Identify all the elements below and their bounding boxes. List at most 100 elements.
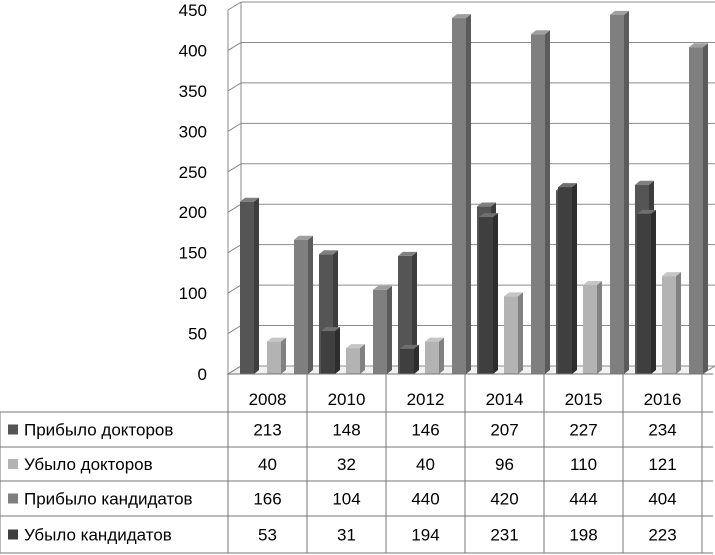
gridline-side <box>227 325 242 334</box>
legend-key <box>8 424 18 435</box>
bar <box>479 217 493 374</box>
bar-top <box>398 251 417 256</box>
bar-top <box>400 344 419 349</box>
data-label: 40 <box>416 455 435 474</box>
bar <box>267 341 281 374</box>
data-label: 234 <box>648 421 676 440</box>
bar-top <box>425 337 444 342</box>
legend-key <box>8 493 18 504</box>
gridline-side <box>227 244 242 254</box>
y-tick-label: 250 <box>179 163 207 182</box>
data-label: 198 <box>569 526 597 545</box>
bar <box>294 239 308 374</box>
y-axis: 0 50 100 150 200 250 300 350 400 450 <box>179 1 207 384</box>
data-label: 194 <box>411 526 439 545</box>
bar <box>531 34 545 375</box>
gridline-side <box>227 163 242 173</box>
data-label: 420 <box>490 490 518 509</box>
bar <box>398 255 412 374</box>
y-tick-label: 400 <box>179 41 207 60</box>
bar-top <box>558 183 577 188</box>
bar-side <box>572 183 577 374</box>
y-tick-label: 0 <box>198 365 207 384</box>
x-category-label: 2012 <box>407 390 445 409</box>
bar-top <box>319 250 338 255</box>
bar-side <box>414 344 419 374</box>
data-label: 440 <box>411 490 439 509</box>
data-label: 213 <box>253 421 281 440</box>
bar <box>373 289 387 374</box>
data-label: 227 <box>569 421 597 440</box>
data-label: 223 <box>648 526 676 545</box>
gridline-side <box>227 284 242 294</box>
data-label: 166 <box>253 490 281 509</box>
data-label: 121 <box>648 455 676 474</box>
y-tick-label: 350 <box>179 82 207 101</box>
x-category-label: 2016 <box>644 390 682 409</box>
y-tick-label: 100 <box>179 284 207 303</box>
data-label: 104 <box>332 490 360 509</box>
legend-label: Убыло докторов <box>24 455 153 474</box>
data-label: 110 <box>570 455 597 474</box>
data-label: 53 <box>258 526 277 545</box>
data-label: 146 <box>411 421 439 440</box>
bar-top <box>477 202 496 207</box>
bar-side <box>651 209 656 374</box>
bar <box>504 296 518 374</box>
data-label: 31 <box>337 526 356 545</box>
bar-side <box>703 43 708 374</box>
data-label: 207 <box>490 421 518 440</box>
bar <box>240 201 254 374</box>
bar-top <box>346 344 365 349</box>
x-category-label: 2014 <box>486 390 524 409</box>
legend-key <box>8 459 18 469</box>
legend-label: Убыло кандидатов <box>24 526 172 545</box>
bar <box>452 18 466 374</box>
x-category-label: 2010 <box>328 390 366 409</box>
bar-side <box>493 213 498 374</box>
gridline-side <box>227 82 242 92</box>
gridline-side <box>227 1 242 11</box>
data-label: 32 <box>337 455 356 474</box>
bar-side <box>335 327 340 374</box>
bar-top <box>373 285 392 290</box>
x-category-label: 2008 <box>249 390 287 409</box>
bar-top <box>452 14 471 19</box>
bar <box>583 285 597 374</box>
bar-top <box>479 213 498 218</box>
data-table: 2008 2010 2012 2014 2015 2016 Прибыло докторов… <box>0 373 713 554</box>
bar-side <box>676 272 681 374</box>
bar-top <box>267 337 286 342</box>
bar <box>425 341 439 374</box>
gridline-side <box>227 365 242 375</box>
gridline-side <box>227 122 242 132</box>
bar-side <box>412 251 417 374</box>
data-label: 96 <box>495 455 514 474</box>
y-tick-label: 450 <box>179 1 207 20</box>
gridline-side <box>227 203 242 213</box>
bar-top <box>240 197 259 202</box>
legend-key <box>8 529 18 540</box>
bar <box>558 187 572 374</box>
bar <box>689 47 703 374</box>
bar <box>321 331 335 374</box>
bar-side <box>545 30 550 375</box>
data-label: 444 <box>569 490 597 509</box>
legend-label: Прибыло докторов <box>24 421 173 440</box>
bar-top <box>294 235 313 240</box>
bar-top <box>610 10 629 15</box>
bars <box>240 10 708 375</box>
bar-side <box>281 337 286 374</box>
y-tick-label: 300 <box>179 122 207 141</box>
y-tick-label: 150 <box>179 244 207 263</box>
data-label: 404 <box>648 490 676 509</box>
data-label: 148 <box>332 421 360 440</box>
bar <box>637 213 651 374</box>
legend-label: Прибыло кандидатов <box>24 490 193 509</box>
bar-side <box>254 197 259 374</box>
bar-side <box>597 281 602 374</box>
data-label: 40 <box>258 455 277 474</box>
bar-top <box>689 43 708 48</box>
bar-side <box>518 292 523 374</box>
